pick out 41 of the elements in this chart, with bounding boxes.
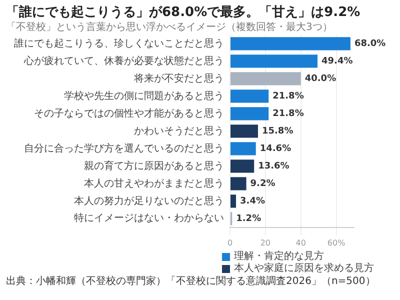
- y-tick-label: 本人の努力が足りないのだと思う: [74, 194, 224, 207]
- y-tick-label: 将来が不安だと思う: [133, 72, 224, 84]
- bar: [230, 107, 269, 120]
- bar: [230, 54, 318, 68]
- chart-title: 「誰にでも起こりうる」が68.0%で最多。「甘え」は9.2%: [6, 4, 362, 21]
- data-label: 9.2%: [250, 179, 276, 190]
- data-label: 21.8%: [272, 92, 304, 102]
- source-note: 出典：小幡和輝（不登校の専門家）「不登校に関する意識調査2026」（n=500）: [6, 275, 376, 289]
- bar: [230, 90, 269, 103]
- data-label: 1.2%: [236, 214, 262, 224]
- x-tick-label: 20: [260, 238, 271, 248]
- chart-subtitle: 「不登校」という言葉から思い浮かべるイメージ（複数回答・最大3つ）: [6, 21, 334, 35]
- y-tick-label: 自分に合った学び方を選んでいるのだと思う: [24, 142, 224, 154]
- bar: [230, 124, 258, 138]
- y-tick-label: 特にイメージはない・わからない: [74, 212, 224, 224]
- legend-label: 理解・肯定的な見方: [234, 251, 324, 262]
- data-label: 49.4%: [322, 56, 353, 67]
- bar: [230, 142, 256, 156]
- y-tick-label: 本人の甘えやわがままだと思う: [84, 177, 224, 190]
- data-label: 3.4%: [240, 196, 265, 207]
- legend-label: 本人や家庭に原因を求める見方: [234, 263, 374, 275]
- bar: [230, 160, 254, 173]
- x-tick-label: 0: [227, 238, 233, 248]
- bar: [230, 194, 236, 208]
- y-tick-label: 心が疲れていて、休養が必要な状態だと思う: [23, 54, 224, 67]
- data-label: 21.8%: [272, 109, 304, 120]
- y-tick-label: その子ならではの個性や才能があると思う: [34, 107, 224, 120]
- x-tick-label: 40: [296, 238, 306, 248]
- bar: [230, 72, 301, 86]
- bar: [230, 37, 350, 50]
- data-label: 13.6%: [258, 162, 290, 172]
- data-label: 40.0%: [304, 74, 336, 84]
- y-tick-label: 学校や先生の側に問題があると思う: [64, 90, 224, 102]
- y-tick-label: 親の育て方に原因があると思う: [84, 160, 224, 172]
- data-label: 14.6%: [260, 144, 292, 154]
- bar: [230, 177, 246, 190]
- data-label: 15.8%: [262, 126, 294, 137]
- data-label: 68.0%: [354, 39, 386, 50]
- y-tick-label: かわいそうだと思う: [134, 126, 224, 137]
- x-tick-label: 60%: [327, 238, 346, 248]
- y-tick-label: 誰にでも起こりうる、珍しくないことだと思う: [14, 37, 224, 50]
